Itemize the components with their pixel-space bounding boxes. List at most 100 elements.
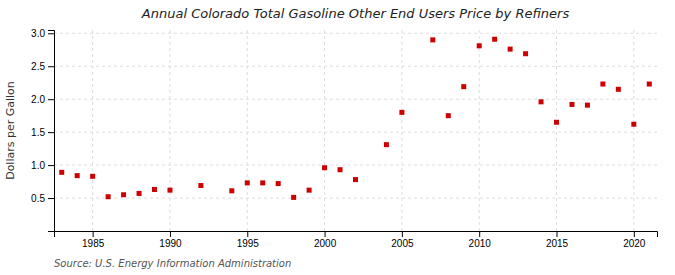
grid-line: [54, 132, 657, 133]
tick-label: 2000: [314, 238, 337, 249]
grid-line: [54, 66, 657, 67]
tick-mark: [402, 231, 403, 237]
point: [477, 43, 482, 48]
annotation: Source: U.S. Energy Information Administ…: [54, 258, 291, 269]
point: [167, 188, 172, 193]
tick-label: 2020: [623, 238, 646, 249]
point: [508, 47, 513, 52]
tick-label: 1.0: [31, 160, 45, 171]
point: [291, 195, 296, 200]
tick: 2.5: [31, 61, 54, 72]
x-axis: 1985 1990 1995 2000 2005 2010 2015 2020: [55, 231, 658, 249]
plot: 1985 1990 1995 2000 2005 2010 2015 2020 0.5 1.0 1.…: [31, 28, 657, 249]
tick: 2015: [546, 231, 569, 249]
grid-line: [92, 30, 93, 231]
point: [75, 173, 80, 178]
point: [554, 120, 559, 125]
grid: [54, 30, 657, 231]
tick-mark: [48, 165, 54, 166]
point: [399, 110, 404, 115]
point: [585, 103, 590, 108]
tick-mark: [557, 231, 558, 237]
grid-line: [401, 30, 402, 231]
point: [90, 174, 95, 179]
point: [631, 122, 636, 127]
point: [276, 181, 281, 186]
point: [322, 165, 327, 170]
tick-mark: [247, 231, 248, 237]
tick: 1.5: [31, 127, 54, 138]
point: [353, 177, 358, 182]
grid-line: [556, 30, 557, 231]
tick-label: 3.0: [31, 28, 45, 39]
tick: 2.0: [31, 94, 54, 105]
point: [492, 37, 497, 42]
point: [152, 187, 157, 192]
point: [616, 87, 621, 92]
tick-mark: [93, 231, 94, 237]
point: [121, 192, 126, 197]
tick-mark: [48, 66, 54, 67]
point: [260, 180, 265, 185]
tick-mark: [170, 231, 171, 237]
tick-label: 0.5: [31, 193, 45, 204]
title: Annual Colorado Total Gasoline Other End…: [141, 6, 570, 21]
point: [338, 167, 343, 172]
grid-line: [54, 99, 657, 100]
y-axis-title: Dollars per Gallon: [4, 81, 17, 180]
grid-line: [247, 30, 248, 231]
point: [137, 191, 142, 196]
tick-mark: [325, 231, 326, 237]
tick: 2000: [314, 231, 337, 249]
point: [384, 142, 389, 147]
grid-line: [633, 30, 634, 231]
tick-label: 2.5: [31, 61, 45, 72]
grid-line: [324, 30, 325, 231]
tick: 1990: [159, 231, 182, 249]
tick-mark: [634, 231, 635, 237]
tick-label: 2010: [469, 238, 492, 249]
grid-line: [169, 30, 170, 231]
tick: 2010: [469, 231, 492, 249]
tick-label: 1995: [237, 238, 260, 249]
tick-mark: [479, 231, 480, 237]
points: [59, 37, 652, 200]
point: [446, 113, 451, 118]
tick: 2005: [391, 231, 414, 249]
tick: 3.0: [31, 28, 54, 39]
point: [106, 194, 111, 199]
point: [569, 102, 574, 107]
tick-label: 1985: [82, 238, 105, 249]
tick-mark: [48, 198, 54, 199]
point: [647, 82, 652, 87]
tick-mark: [48, 99, 54, 100]
point: [461, 84, 466, 89]
point: [539, 99, 544, 104]
grid-line: [479, 30, 480, 231]
tick-label: 2.0: [31, 94, 45, 105]
tick: 2020: [623, 231, 646, 249]
axis-line: [48, 31, 55, 232]
tick-mark: [48, 33, 54, 34]
point: [59, 170, 64, 175]
chart: 1985 1990 1995 2000 2005 2010 2015 2020 0.5 1.0 1.…: [0, 0, 675, 275]
point: [430, 37, 435, 42]
grid-line: [54, 33, 657, 34]
tick-label: 1.5: [31, 127, 45, 138]
y-axis: 0.5 1.0 1.5 2.0 2.5 3.0: [31, 28, 54, 232]
tick: 1.0: [31, 160, 54, 171]
tick-label: 1990: [159, 238, 182, 249]
tick-mark: [48, 132, 54, 133]
point: [198, 183, 203, 188]
grid-line: [54, 198, 657, 199]
tick: 1995: [237, 231, 260, 249]
point: [600, 82, 605, 87]
point: [245, 180, 250, 185]
point: [523, 51, 528, 56]
axis-line: [55, 232, 658, 238]
tick-label: 2005: [391, 238, 414, 249]
point: [307, 188, 312, 193]
grid-line: [54, 165, 657, 166]
tick: 1985: [82, 231, 105, 249]
tick-label: 2015: [546, 238, 569, 249]
